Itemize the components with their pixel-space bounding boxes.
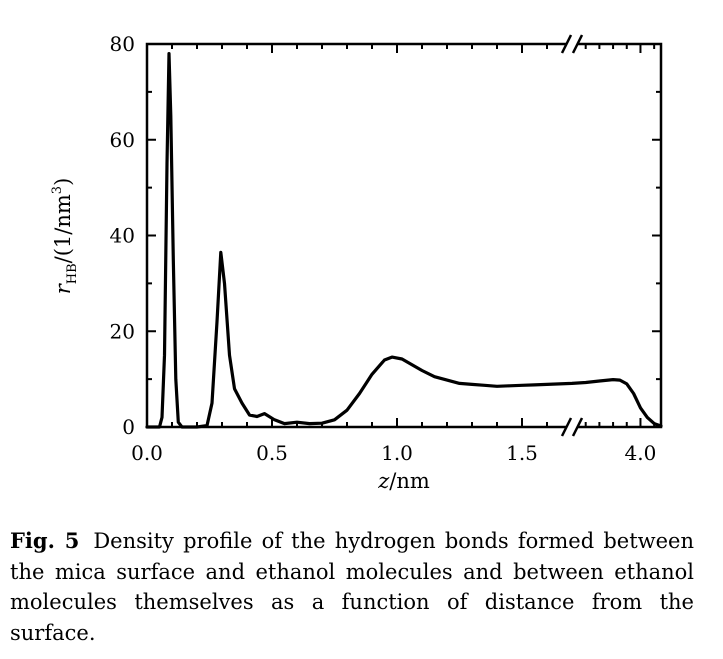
axis-break-slash (571, 34, 584, 54)
axis-break-slash (560, 34, 573, 54)
x-tick-label: 1.0 (381, 441, 413, 465)
x-tick-label: 0.0 (131, 441, 163, 465)
y-tick-label: 40 (110, 224, 135, 248)
plot-frame (145, 42, 663, 429)
caption-text: Density profile of the hydrogen bonds fo… (10, 529, 694, 645)
axis-break-slash (571, 417, 584, 437)
axis-break-gap (567, 40, 577, 48)
axis-break-slash (560, 417, 573, 437)
figure-label: Fig. 5 (10, 528, 80, 553)
y-tick-label: 80 (110, 32, 135, 56)
series-line-hb-density (145, 52, 663, 429)
x-tick-label: 0.5 (256, 441, 288, 465)
ticks-layer (146, 43, 661, 428)
axis-break-gap (567, 423, 577, 431)
chart: 0 20 40 60 80 0.0 0.5 1.0 1.5 4.0 z/nm rHB/(1/nm3… (50, 32, 663, 493)
figure-caption: Fig. 5 Density profile of the hydrogen bo… (10, 526, 694, 648)
x-axis-title: z/nm (377, 469, 430, 493)
y-axis-title: rHB/(1/nm3) (50, 178, 80, 295)
y-tick-label: 0 (122, 415, 135, 439)
y-tick-label: 20 (110, 319, 135, 343)
axis-break-marks (560, 34, 584, 437)
y-tick-label: 60 (110, 128, 135, 152)
x-tick-label: 1.5 (506, 441, 538, 465)
x-tick-label: 4.0 (625, 441, 657, 465)
tick-labels: 0 20 40 60 80 0.0 0.5 1.0 1.5 4.0 (110, 32, 657, 465)
